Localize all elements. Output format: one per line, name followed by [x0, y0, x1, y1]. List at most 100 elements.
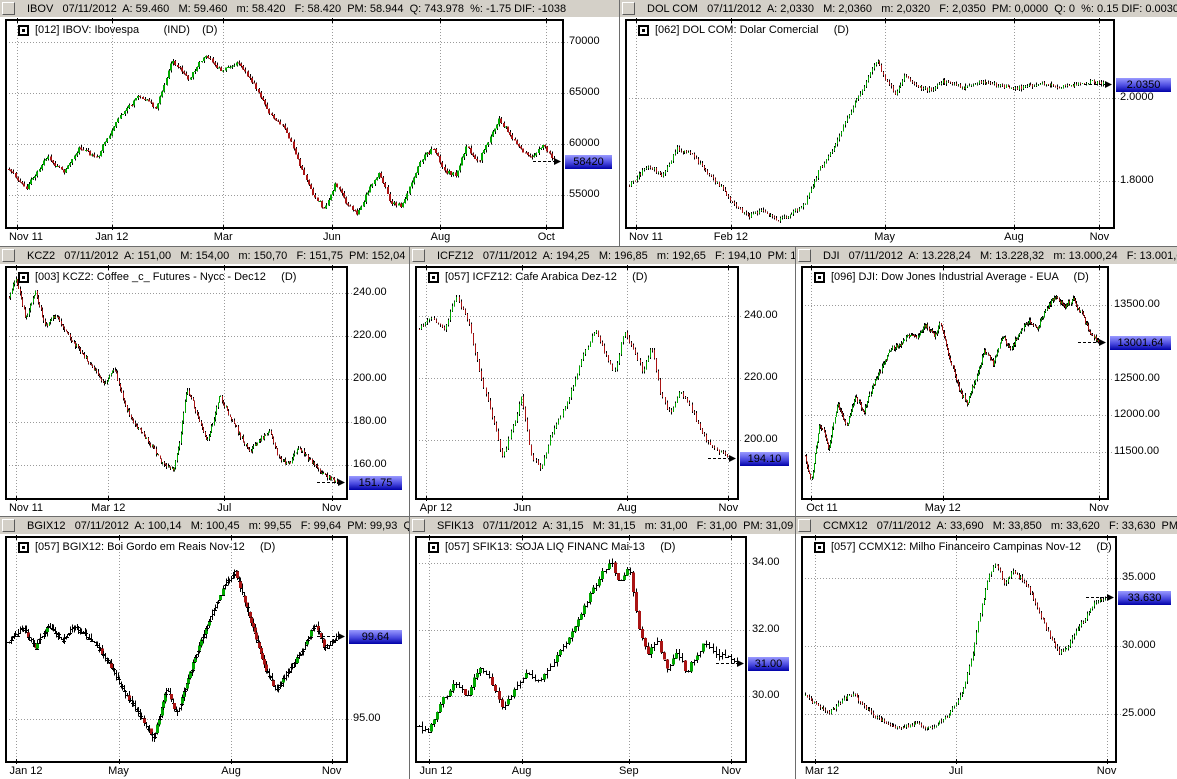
x-axis-label: Oct: [537, 231, 555, 243]
panel-restore-button[interactable]: [2, 2, 15, 15]
x-axis-label: Mar: [213, 231, 233, 243]
chart-panel-dol-com: DOL COM 07/11/2012 A: 2,0330 M: 2,0360 m…: [619, 0, 1177, 246]
panel-titlebar[interactable]: DOL COM 07/11/2012 A: 2,0330 M: 2,0360 m…: [620, 0, 1177, 17]
quote-summary-text: ICFZ12 07/11/2012 A: 194,25 M: 196,85 m:…: [437, 249, 795, 262]
last-price-tag: 58420: [565, 154, 612, 169]
panel-titlebar[interactable]: BGIX12 07/11/2012 A: 100,14 M: 100,45 m:…: [0, 517, 409, 534]
plot-border: [415, 266, 739, 500]
x-axis-label: Nov: [321, 502, 342, 514]
chart-panel-ccmx12: CCMX12 07/11/2012 A: 33,690 M: 33,850 m:…: [795, 516, 1177, 779]
x-axis-label: Nov 11: [8, 502, 44, 514]
candles: [805, 294, 1100, 480]
x-axis-label: Sep: [619, 765, 639, 777]
plot-border: [415, 536, 747, 763]
panel-titlebar[interactable]: SFIK13 07/11/2012 A: 31,15 M: 31,15 m: 3…: [410, 517, 795, 534]
x-axis-label: Oct 11: [806, 502, 838, 514]
candlestick-chart-dol-com[interactable]: [620, 17, 1177, 246]
x-axis-label: Jun: [322, 231, 341, 243]
x-axis-label: Mar 12: [804, 765, 840, 777]
chart-panel-dji: DJI 07/11/2012 A: 13.228,24 M: 13.228,32…: [795, 246, 1177, 517]
legend-label: [012] IBOV: Ibovespa (IND) (D): [35, 24, 218, 36]
panel-restore-button[interactable]: [798, 519, 811, 532]
series-marker-icon: [18, 271, 29, 283]
candlestick-chart-bgix12[interactable]: [0, 534, 409, 779]
x-axis-label: Nov: [321, 765, 342, 777]
panel-restore-button[interactable]: [2, 249, 15, 262]
candlestick-chart-sfik13[interactable]: [410, 534, 796, 779]
panel-titlebar[interactable]: IBOV 07/11/2012 A: 59.460 M: 59.460 m: 5…: [0, 0, 619, 17]
series-marker-icon: [18, 541, 29, 553]
quote-summary-text: IBOV 07/11/2012 A: 59.460 M: 59.460 m: 5…: [27, 2, 567, 15]
x-axis-label: Aug: [430, 231, 451, 243]
panel-restore-button[interactable]: [412, 249, 425, 262]
plot-border: [5, 536, 348, 763]
last-price-tag: 31.00: [748, 656, 789, 671]
legend-label: [057] BGIX12: Boi Gordo em Reais Nov-12 …: [35, 541, 276, 553]
candlestick-chart-dji[interactable]: [796, 264, 1177, 517]
y-axis-label: 30.00: [752, 688, 780, 701]
plot-border: [5, 19, 564, 229]
last-price-arrow-icon: [533, 158, 561, 165]
x-axis-label: May: [874, 231, 896, 243]
chart-panel-icfz12: ICFZ12 07/11/2012 A: 194,25 M: 196,85 m:…: [409, 246, 796, 517]
x-axis-label: Apr 12: [419, 502, 453, 514]
y-axis-label: 220.00: [744, 371, 778, 384]
x-axis-label: Nov: [718, 502, 739, 514]
x-axis-label: Aug: [511, 765, 532, 777]
y-axis-label: 12500.00: [1114, 371, 1160, 384]
candlestick-chart-ibov[interactable]: [0, 17, 619, 246]
x-axis-label: Feb 12: [713, 231, 749, 243]
chart-panel-kcz2: KCZ2 07/11/2012 A: 151,00 M: 154,00 m: 1…: [0, 246, 409, 517]
chart-legend: [012] IBOV: Ibovespa (IND) (D): [18, 24, 217, 36]
grid-lines: [6, 535, 352, 764]
candlestick-chart-icfz12[interactable]: [410, 264, 796, 517]
last-price-arrow-icon: [317, 479, 345, 486]
last-price-arrow-icon: [317, 633, 345, 640]
candlestick-chart-kcz2[interactable]: [0, 264, 409, 517]
last-price-arrow-icon: [716, 660, 744, 667]
legend-label: [096] DJI: Dow Jones Industrial Average …: [831, 271, 1089, 283]
legend-label: [057] SFIK13: SOJA LIQ FINANC Mai-13 (D): [445, 541, 676, 553]
quote-summary-text: BGIX12 07/11/2012 A: 100,14 M: 100,45 m:…: [27, 519, 409, 532]
y-axis-label: 65000: [569, 86, 600, 99]
panel-restore-button[interactable]: [412, 519, 425, 532]
panel-titlebar[interactable]: ICFZ12 07/11/2012 A: 194,25 M: 196,85 m:…: [410, 247, 795, 264]
candles: [805, 563, 1108, 731]
grid-lines: [6, 18, 568, 230]
panel-restore-button[interactable]: [622, 2, 635, 15]
candlestick-chart-ccmx12[interactable]: [796, 534, 1177, 779]
y-axis-label: 240.00: [744, 309, 778, 322]
candles: [9, 276, 339, 486]
y-axis-label: 32.00: [752, 622, 780, 635]
x-axis-label: Aug: [221, 765, 241, 777]
y-axis-label: 95.00: [353, 712, 381, 725]
y-axis-label: 12000.00: [1114, 408, 1160, 421]
y-axis-label: 55000: [569, 188, 600, 201]
x-axis-label: Mar 12: [91, 502, 126, 514]
series-marker-icon: [814, 541, 825, 553]
x-axis-label: May 12: [924, 502, 961, 514]
y-axis-label: 1.8000: [1120, 174, 1154, 187]
y-axis-label: 200.00: [353, 371, 387, 384]
y-axis-label: 180.00: [353, 414, 387, 427]
last-price-tag: 13001.64: [1110, 335, 1171, 350]
candles: [629, 59, 1106, 224]
x-axis-label: Nov 11: [8, 231, 44, 243]
legend-label: [062] DOL COM: Dolar Comercial (D): [655, 24, 849, 36]
chart-legend: [096] DJI: Dow Jones Industrial Average …: [814, 271, 1089, 283]
panel-titlebar[interactable]: DJI 07/11/2012 A: 13.228,24 M: 13.228,32…: [796, 247, 1177, 264]
x-axis-label: Aug: [1004, 231, 1024, 243]
grid-lines: [6, 265, 352, 501]
y-axis-label: 34.00: [752, 556, 780, 569]
y-axis-label: 220.00: [353, 328, 387, 341]
legend-label: [057] CCMX12: Milho Financeiro Campinas …: [831, 541, 1112, 553]
panel-titlebar[interactable]: KCZ2 07/11/2012 A: 151,00 M: 154,00 m: 1…: [0, 247, 409, 264]
grid-lines: [416, 535, 751, 764]
panel-titlebar[interactable]: CCMX12 07/11/2012 A: 33,690 M: 33,850 m:…: [796, 517, 1177, 534]
chart-legend: [003] KCZ2: Coffee _c_ Futures - Nycc - …: [18, 271, 296, 283]
x-axis-label: May: [108, 765, 129, 777]
panel-restore-button[interactable]: [798, 249, 811, 262]
x-axis-label: Nov 11: [628, 231, 664, 243]
panel-restore-button[interactable]: [2, 519, 15, 532]
